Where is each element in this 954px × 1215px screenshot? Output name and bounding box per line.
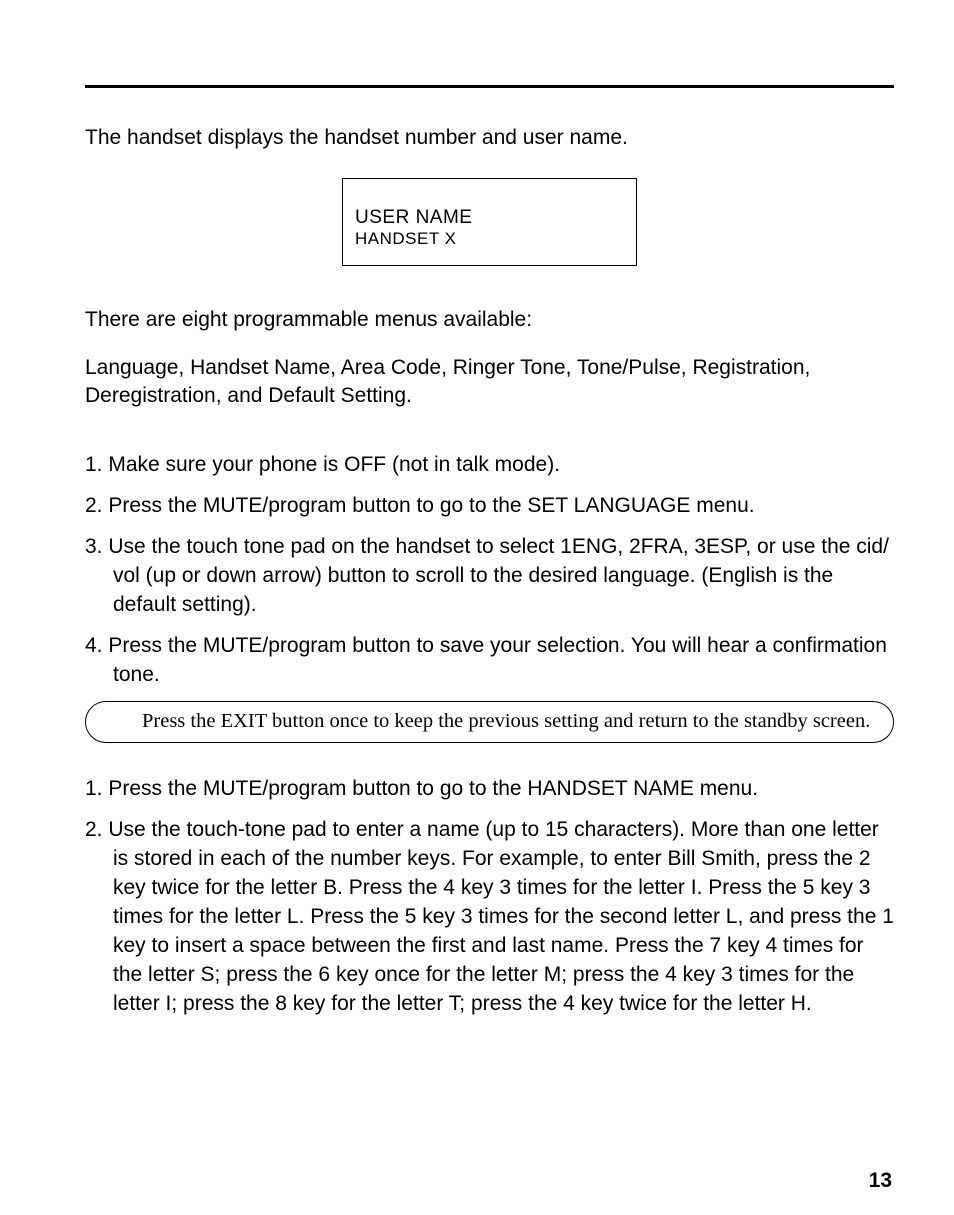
step-item: 4. Press the MUTE/program button to save…: [85, 632, 894, 690]
handset-display-box: USER NAME HANDSET X: [342, 178, 637, 266]
step-item: 1. Press the MUTE/program button to go t…: [85, 775, 894, 804]
menus-intro: There are eight programmable menus avail…: [85, 308, 894, 332]
language-steps-list: 1. Make sure your phone is OFF (not in t…: [85, 451, 894, 690]
step-item: 2. Press the MUTE/program button to go t…: [85, 492, 894, 521]
note-text: Press the EXIT button once to keep the p…: [142, 710, 870, 732]
handset-name-steps-list: 1. Press the MUTE/program button to go t…: [85, 775, 894, 1019]
display-line-2: HANDSET X: [355, 229, 624, 249]
note-callout: Press the EXIT button once to keep the p…: [85, 701, 894, 743]
intro-paragraph: The handset displays the handset number …: [85, 126, 894, 150]
menus-list: Language, Handset Name, Area Code, Ringe…: [85, 354, 894, 411]
step-item: 1. Make sure your phone is OFF (not in t…: [85, 451, 894, 480]
step-item: 3. Use the touch tone pad on the handset…: [85, 533, 894, 620]
step-item: 2. Use the touch-tone pad to enter a nam…: [85, 816, 894, 1019]
top-divider: [85, 85, 894, 88]
display-line-1: USER NAME: [355, 207, 624, 229]
page-number: 13: [869, 1169, 892, 1193]
